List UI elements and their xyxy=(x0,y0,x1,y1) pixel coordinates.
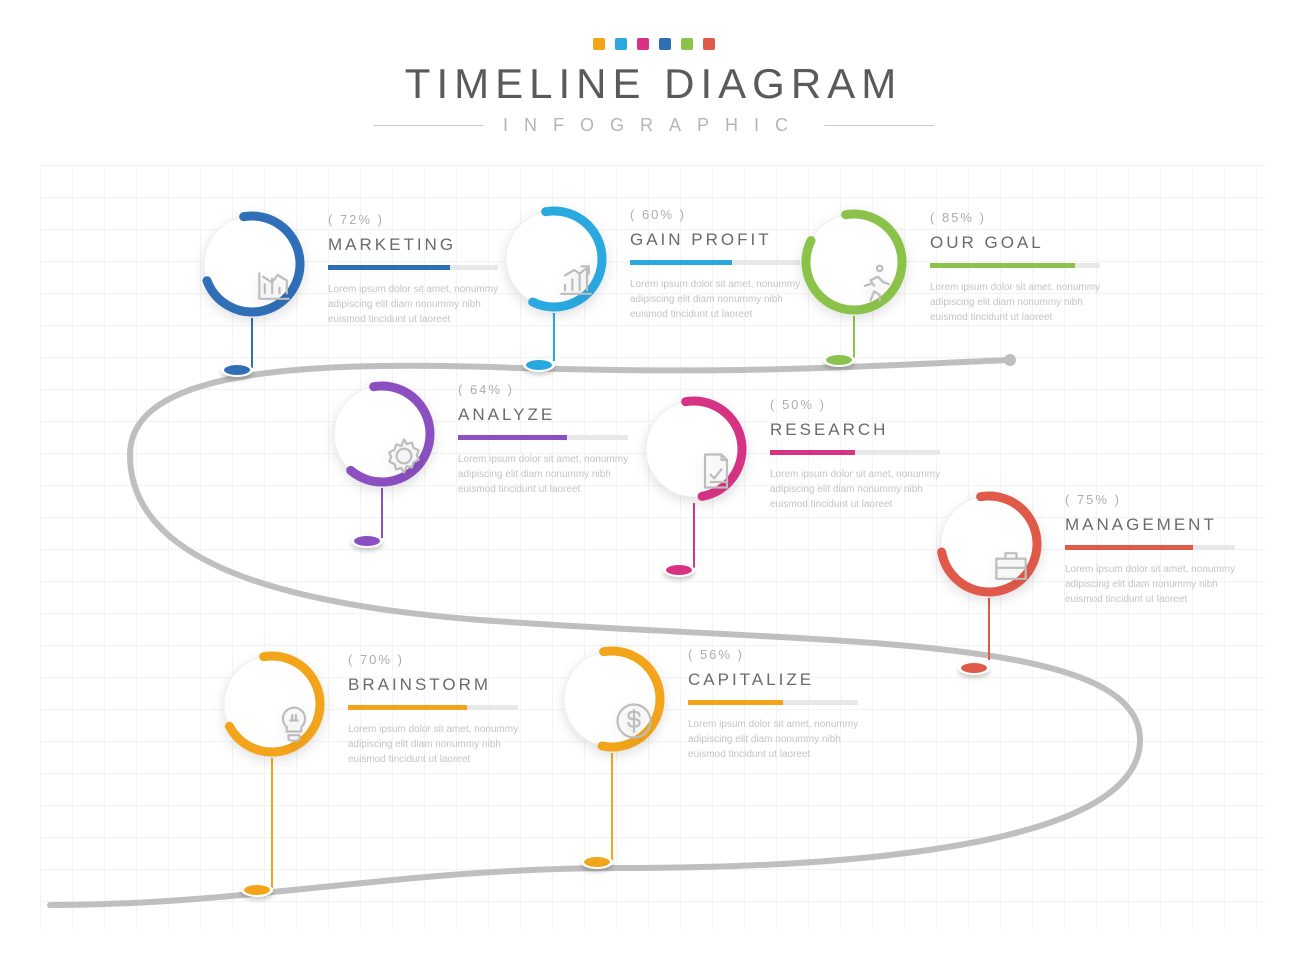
road-pad xyxy=(958,661,990,675)
header-dot xyxy=(659,38,671,50)
stem xyxy=(611,753,613,861)
progress-ring xyxy=(800,208,908,316)
header-color-dots xyxy=(593,38,715,50)
progress-ring xyxy=(198,210,306,318)
step-description: Lorem ipsum dolor sit amet, nonummy adip… xyxy=(1065,562,1255,607)
step-brainstorm: ( 70% )BRAINSTORMLorem ipsum dolor sit a… xyxy=(218,650,528,758)
step-text: ( 70% ) BRAINSTORM Lorem ipsum dolor sit a… xyxy=(348,652,548,767)
step-marketing: ( 72% )MARKETINGLorem ipsum dolor sit am… xyxy=(198,210,508,318)
road-pad xyxy=(823,353,855,367)
step-percent: ( 64% ) xyxy=(458,382,658,397)
road-pad xyxy=(221,363,253,377)
road-pad xyxy=(241,883,273,897)
step-label: RESEARCH xyxy=(770,420,970,440)
step-label: ANALYZE xyxy=(458,405,658,425)
page-subtitle: INFOGRAPHIC xyxy=(503,115,804,136)
step-progress-bar xyxy=(1065,545,1235,550)
step-progress-bar xyxy=(348,705,518,710)
header-dot xyxy=(615,38,627,50)
step-capitalize: ( 56% )CAPITALIZELorem ipsum dolor sit a… xyxy=(558,645,868,753)
step-progress-bar xyxy=(930,263,1100,268)
header-dot xyxy=(637,38,649,50)
step-text: ( 50% ) RESEARCH Lorem ipsum dolor sit ame… xyxy=(770,397,970,512)
step-management: ( 75% )MANAGEMENTLorem ipsum dolor sit a… xyxy=(935,490,1245,598)
step-text: ( 75% ) MANAGEMENT Lorem ipsum dolor sit a… xyxy=(1065,492,1265,607)
header-dot xyxy=(703,38,715,50)
step-text: ( 64% ) ANALYZE Lorem ipsum dolor sit amet… xyxy=(458,382,658,497)
step-our-goal: ( 85% )OUR GOALLorem ipsum dolor sit ame… xyxy=(800,208,1110,316)
step-label: MARKETING xyxy=(328,235,528,255)
stem xyxy=(381,488,383,538)
stem xyxy=(988,598,990,660)
step-text: ( 56% ) CAPITALIZE Lorem ipsum dolor sit a… xyxy=(688,647,888,762)
timeline-infographic: { "header":{ "title":"TIMELINE DIAGRAM",… xyxy=(0,0,1307,980)
step-label: BRAINSTORM xyxy=(348,675,548,695)
subtitle-line-right xyxy=(824,125,934,126)
road-pad xyxy=(581,855,613,869)
step-label: OUR GOAL xyxy=(930,233,1130,253)
stem xyxy=(853,316,855,358)
subtitle-wrap: INFOGRAPHIC xyxy=(373,115,934,136)
stem xyxy=(693,503,695,568)
step-percent: ( 56% ) xyxy=(688,647,888,662)
step-description: Lorem ipsum dolor sit amet, nonummy adip… xyxy=(930,280,1120,325)
step-progress-bar xyxy=(770,450,940,455)
step-gain-profit: ( 60% )GAIN PROFITLorem ipsum dolor sit … xyxy=(500,205,810,313)
progress-ring xyxy=(500,205,608,313)
step-progress-bar xyxy=(688,700,858,705)
step-label: MANAGEMENT xyxy=(1065,515,1265,535)
step-description: Lorem ipsum dolor sit amet, nonummy adip… xyxy=(328,282,518,327)
step-text: ( 85% ) OUR GOAL Lorem ipsum dolor sit ame… xyxy=(930,210,1130,325)
progress-ring xyxy=(218,650,326,758)
stem xyxy=(251,318,253,368)
progress-ring xyxy=(328,380,436,488)
step-percent: ( 85% ) xyxy=(930,210,1130,225)
step-progress-bar xyxy=(328,265,498,270)
stem xyxy=(271,758,273,888)
step-percent: ( 50% ) xyxy=(770,397,970,412)
step-description: Lorem ipsum dolor sit amet, nonummy adip… xyxy=(630,277,820,322)
progress-ring xyxy=(558,645,666,753)
step-progress-bar xyxy=(458,435,628,440)
step-label: CAPITALIZE xyxy=(688,670,888,690)
step-analyze: ( 64% )ANALYZELorem ipsum dolor sit amet… xyxy=(328,380,638,488)
step-percent: ( 75% ) xyxy=(1065,492,1265,507)
step-description: Lorem ipsum dolor sit amet, nonummy adip… xyxy=(458,452,648,497)
step-progress-bar xyxy=(630,260,800,265)
stem xyxy=(553,313,555,361)
step-description: Lorem ipsum dolor sit amet, nonummy adip… xyxy=(688,717,878,762)
header-dot xyxy=(681,38,693,50)
step-percent: ( 70% ) xyxy=(348,652,548,667)
page-title: TIMELINE DIAGRAM xyxy=(405,60,902,108)
subtitle-line-left xyxy=(373,125,483,126)
header-dot xyxy=(593,38,605,50)
step-text: ( 72% ) MARKETING Lorem ipsum dolor sit am… xyxy=(328,212,528,327)
road-pad xyxy=(523,358,555,372)
step-research: ( 50% )RESEARCHLorem ipsum dolor sit ame… xyxy=(640,395,950,503)
step-description: Lorem ipsum dolor sit amet, nonummy adip… xyxy=(348,722,538,767)
step-percent: ( 72% ) xyxy=(328,212,528,227)
step-description: Lorem ipsum dolor sit amet, nonummy adip… xyxy=(770,467,960,512)
road-pad xyxy=(663,563,695,577)
road-pad xyxy=(351,534,383,548)
